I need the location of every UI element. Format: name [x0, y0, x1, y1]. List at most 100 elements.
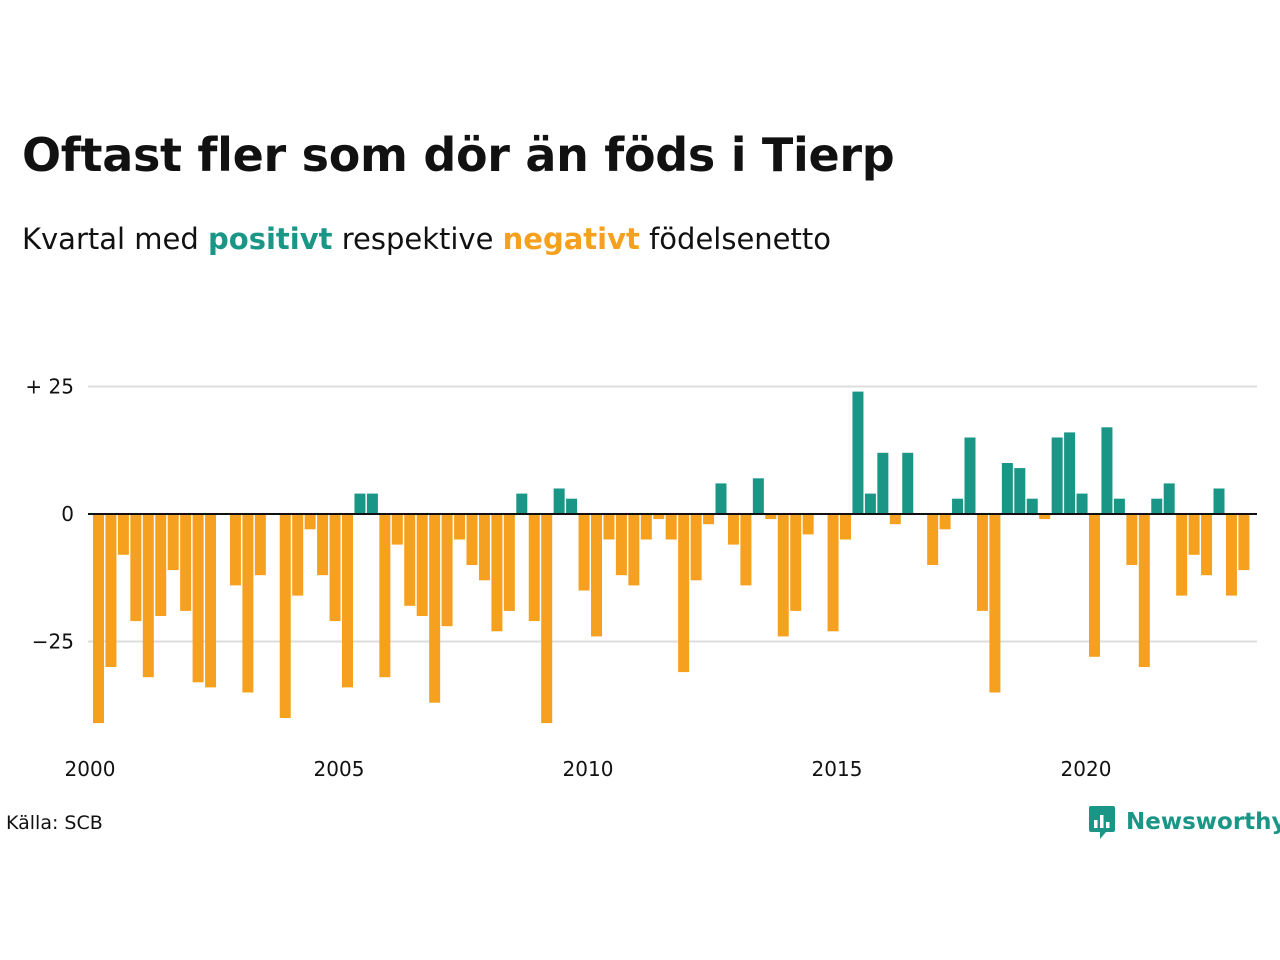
bar-negative	[466, 514, 478, 565]
bar-negative	[117, 514, 129, 555]
bar-negative	[130, 514, 142, 622]
x-tick-label: 2000	[65, 757, 116, 781]
bar-negative	[989, 514, 1001, 693]
bar-negative	[142, 514, 154, 678]
bar-negative	[1176, 514, 1188, 596]
bar-negative	[1188, 514, 1200, 555]
bar-negative	[429, 514, 441, 703]
bar-chart: + 25 0 −25 2000 2005 2010 2015 2020	[25, 375, 1257, 781]
bar-negative	[703, 514, 715, 525]
bar-negative	[329, 514, 341, 622]
bar-positive	[516, 493, 528, 514]
bar-negative	[254, 514, 266, 576]
bar-negative	[889, 514, 901, 525]
bar-negative	[591, 514, 602, 637]
bar-negative	[205, 514, 217, 688]
subtitle-suffix: födelsenetto	[649, 222, 831, 256]
bar-positive	[1026, 498, 1038, 514]
subtitle-negative-label: negativt	[502, 222, 640, 256]
bar-positive	[715, 483, 727, 514]
bar-positive	[1151, 498, 1163, 514]
bar-negative	[242, 514, 254, 693]
bar-positive	[1213, 488, 1225, 514]
bar-negative	[180, 514, 192, 611]
bar-negative	[304, 514, 316, 530]
bar-negative	[528, 514, 540, 622]
bar-negative	[790, 514, 802, 611]
bar-negative	[615, 514, 627, 576]
bar-negative	[1039, 514, 1051, 520]
bar-positive	[1014, 468, 1026, 514]
bar-negative	[478, 514, 490, 581]
bar-negative	[441, 514, 453, 627]
bar-negative	[653, 514, 665, 520]
bar-negative	[342, 514, 353, 688]
x-tick-label: 2010	[563, 757, 614, 781]
bar-negative	[279, 514, 291, 718]
bar-positive	[1064, 432, 1076, 514]
bar-negative	[229, 514, 241, 586]
bar-negative	[740, 514, 752, 586]
bar-negative	[628, 514, 640, 586]
newsworthy-logo: Newsworthy	[1088, 802, 1280, 842]
bar-negative	[541, 514, 553, 724]
bar-positive	[1076, 493, 1088, 514]
bar-negative	[939, 514, 951, 530]
bar-positive	[1101, 427, 1113, 514]
bar-negative	[1201, 514, 1213, 576]
bar-negative	[391, 514, 403, 545]
chart-title: Oftast fler som dör än föds i Tierp	[22, 128, 895, 182]
bar-positive	[1113, 498, 1125, 514]
bar-negative	[777, 514, 789, 637]
bar-negative	[105, 514, 117, 667]
bar-negative	[454, 514, 466, 540]
x-tick-label: 2015	[812, 757, 863, 781]
bar-positive	[752, 478, 764, 514]
newsworthy-logo-text: Newsworthy	[1126, 809, 1280, 835]
bar-negative	[765, 514, 777, 520]
bar-positive	[1051, 437, 1063, 514]
bar-negative	[167, 514, 179, 571]
bar-negative	[603, 514, 615, 540]
x-axis-tick-labels: 2000 2005 2010 2015 2020	[65, 757, 1112, 781]
y-tick-label: 0	[61, 502, 74, 526]
bar-negative	[416, 514, 428, 616]
bar-positive	[1163, 483, 1175, 514]
y-axis-tick-labels: + 25 0 −25	[25, 375, 74, 654]
bar-negative	[491, 514, 503, 632]
bar-negative	[1238, 514, 1250, 571]
bar-negative	[1126, 514, 1138, 565]
bar-negative	[503, 514, 515, 611]
bar-positive	[354, 493, 366, 514]
bar-negative	[1089, 514, 1100, 657]
newsworthy-logo-icon	[1089, 806, 1115, 839]
bar-positive	[877, 452, 889, 514]
bar-negative	[379, 514, 391, 678]
bar-negative	[678, 514, 690, 673]
bar-negative	[1225, 514, 1237, 596]
bar-negative	[93, 514, 104, 724]
bars	[93, 391, 1250, 724]
bar-positive	[1001, 463, 1013, 514]
bar-positive	[366, 493, 378, 514]
bar-negative	[578, 514, 590, 591]
bar-negative	[827, 514, 839, 632]
bar-negative	[640, 514, 652, 540]
bar-positive	[864, 493, 876, 514]
bar-positive	[964, 437, 976, 514]
bar-negative	[690, 514, 702, 581]
source-note: Källa: SCB	[6, 812, 103, 834]
bar-negative	[727, 514, 739, 545]
bar-negative	[317, 514, 329, 576]
x-tick-label: 2005	[314, 757, 365, 781]
y-tick-label: + 25	[25, 375, 74, 399]
subtitle-prefix: Kvartal med	[22, 222, 199, 256]
bar-negative	[404, 514, 416, 606]
bar-positive	[952, 498, 964, 514]
y-tick-label: −25	[32, 630, 74, 654]
bar-negative	[192, 514, 204, 683]
subtitle-middle: respektive	[341, 222, 494, 256]
bar-positive	[566, 498, 578, 514]
bar-negative	[802, 514, 814, 535]
bar-positive	[553, 488, 565, 514]
